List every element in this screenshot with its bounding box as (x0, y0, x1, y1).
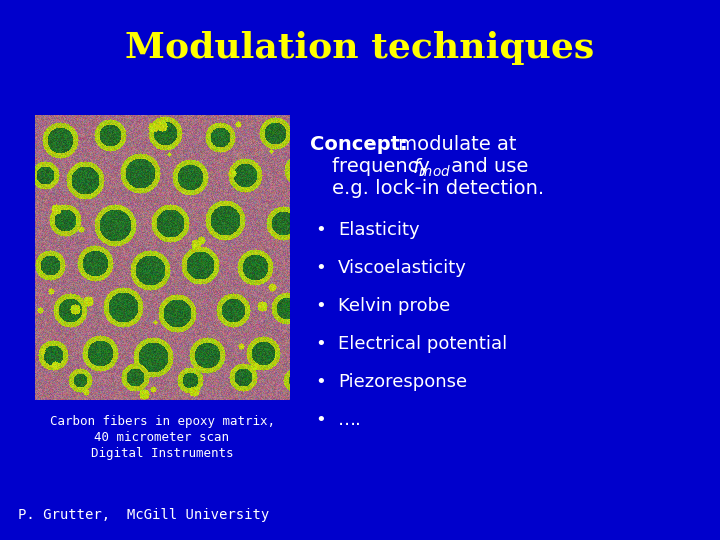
Text: P. Grutter,  McGill University: P. Grutter, McGill University (18, 508, 269, 522)
Text: •: • (315, 221, 325, 239)
Text: Modulation techniques: Modulation techniques (125, 31, 595, 65)
Text: Kelvin probe: Kelvin probe (338, 297, 450, 315)
Text: Electrical potential: Electrical potential (338, 335, 508, 353)
Text: Carbon fibers in epoxy matrix,: Carbon fibers in epoxy matrix, (50, 415, 274, 428)
Text: Piezoresponse: Piezoresponse (338, 373, 467, 391)
Text: Concept:: Concept: (310, 135, 408, 154)
Text: e.g. lock-in detection.: e.g. lock-in detection. (332, 179, 544, 198)
Text: frequency: frequency (332, 157, 436, 176)
Text: Elasticity: Elasticity (338, 221, 420, 239)
Text: •: • (315, 259, 325, 277)
Text: •: • (315, 411, 325, 429)
Text: •: • (315, 297, 325, 315)
Text: •: • (315, 373, 325, 391)
Text: ….: …. (338, 411, 362, 429)
Text: $f_{mod}$: $f_{mod}$ (412, 157, 451, 179)
Text: Digital Instruments: Digital Instruments (91, 447, 233, 460)
Text: •: • (315, 335, 325, 353)
Text: 40 micrometer scan: 40 micrometer scan (94, 431, 230, 444)
Text: and use: and use (445, 157, 528, 176)
Text: modulate at: modulate at (392, 135, 516, 154)
Text: Viscoelasticity: Viscoelasticity (338, 259, 467, 277)
